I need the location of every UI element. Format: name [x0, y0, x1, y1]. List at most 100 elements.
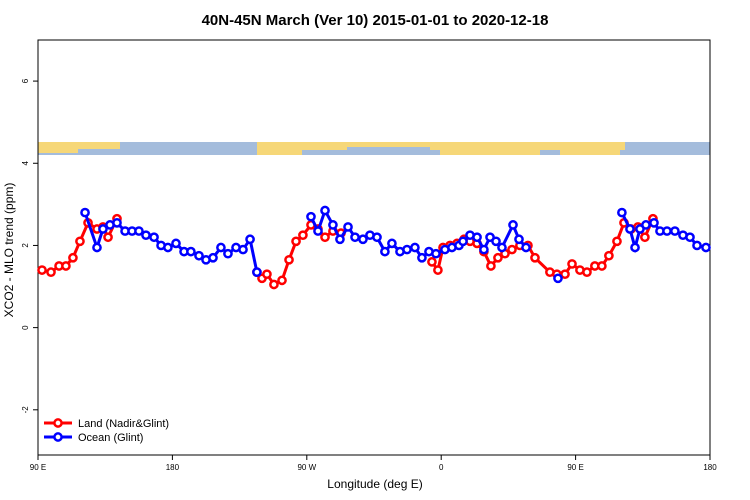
data-point [298, 230, 308, 241]
data-point [163, 242, 173, 253]
data-point [80, 207, 90, 218]
data-point [98, 224, 108, 234]
series-line [430, 218, 655, 276]
data-point [335, 234, 345, 245]
data-point [479, 244, 489, 255]
data-point [320, 232, 330, 243]
data-point [37, 265, 47, 275]
data-point [491, 236, 501, 247]
data-point [372, 232, 382, 243]
x-axis-label: Longitude (deg E) [327, 477, 422, 491]
series [80, 205, 711, 284]
chart-title: 40N-45N March (Ver 10) 2015-01-01 to 202… [202, 12, 549, 29]
data-point [46, 267, 56, 278]
data-point [380, 246, 390, 257]
legend-marker [53, 432, 63, 442]
data-point [402, 244, 412, 255]
data-point [245, 234, 255, 245]
data-point [291, 236, 301, 247]
data-point [521, 242, 531, 253]
data-point [701, 242, 711, 253]
land-mask-strip [38, 142, 710, 155]
data-point [662, 226, 672, 236]
data-point [112, 217, 122, 228]
data-point [431, 248, 441, 259]
legend-label: Land (Nadir&Glint) [78, 418, 169, 430]
data-point [625, 224, 635, 234]
legend-label: Ocean (Glint) [78, 432, 143, 444]
data-point [238, 244, 248, 255]
data-point [358, 234, 368, 245]
data-point [433, 265, 443, 275]
x-tick-label: 90 W [297, 463, 316, 472]
data-point [343, 222, 353, 232]
data-point [649, 217, 659, 228]
data-point [92, 242, 102, 253]
x-tick-label: 0 [439, 463, 444, 472]
data-point [604, 250, 614, 261]
data-point [560, 269, 570, 280]
data-point [617, 207, 627, 218]
x-tick-label: 90 E [567, 463, 583, 472]
data-point [149, 232, 159, 243]
data-point [530, 252, 540, 263]
data-point [306, 211, 316, 222]
data-point [328, 220, 338, 230]
data-point [508, 220, 518, 230]
y-tick-label: 0 [21, 325, 30, 330]
data-point [350, 232, 360, 243]
data-point [612, 236, 622, 247]
data-point [313, 226, 323, 236]
data-point [277, 275, 287, 286]
data-point [582, 267, 592, 278]
data-point [61, 261, 71, 271]
data-point [567, 259, 577, 269]
y-tick-label: -2 [21, 406, 30, 414]
y-axis-label: XCO2 - MLO trend (ppm) [2, 183, 16, 318]
data-point [194, 250, 204, 261]
y-tick-label: 6 [21, 78, 30, 83]
data-point [553, 273, 563, 284]
data-point [208, 252, 218, 263]
data-point [103, 232, 113, 243]
data-point [186, 246, 196, 257]
data-point [320, 205, 330, 216]
data-point [692, 240, 702, 251]
data-point [514, 234, 524, 245]
legend-marker [53, 418, 63, 428]
data-point [507, 244, 517, 255]
data-point [223, 248, 233, 259]
x-tick-label: 90 E [30, 463, 46, 472]
data-point [269, 279, 279, 290]
data-point [427, 257, 437, 267]
data-point [410, 242, 420, 253]
data-point [68, 252, 78, 263]
data-point [417, 252, 427, 263]
x-tick-label: 180 [166, 463, 180, 472]
data-point [75, 236, 85, 247]
plot-frame [37, 39, 711, 456]
data-point [458, 236, 468, 247]
data-point [216, 242, 226, 253]
data-point [670, 226, 680, 236]
data-point [597, 261, 607, 271]
data-point [252, 267, 262, 278]
data-point [472, 232, 482, 243]
data-point [134, 226, 144, 236]
data-point [171, 238, 181, 249]
data-point [284, 254, 294, 265]
data-point [262, 269, 272, 280]
data-point [497, 242, 507, 253]
data-point [493, 252, 503, 263]
data-point [141, 230, 151, 241]
data-point [630, 242, 640, 253]
y-tick-label: 2 [21, 243, 30, 248]
data-point [641, 220, 651, 230]
y-tick-label: 4 [21, 160, 30, 165]
data-point [685, 232, 695, 243]
data-point [640, 232, 650, 243]
data-point [486, 261, 496, 271]
data-point [387, 238, 397, 249]
x-tick-label: 180 [703, 463, 717, 472]
